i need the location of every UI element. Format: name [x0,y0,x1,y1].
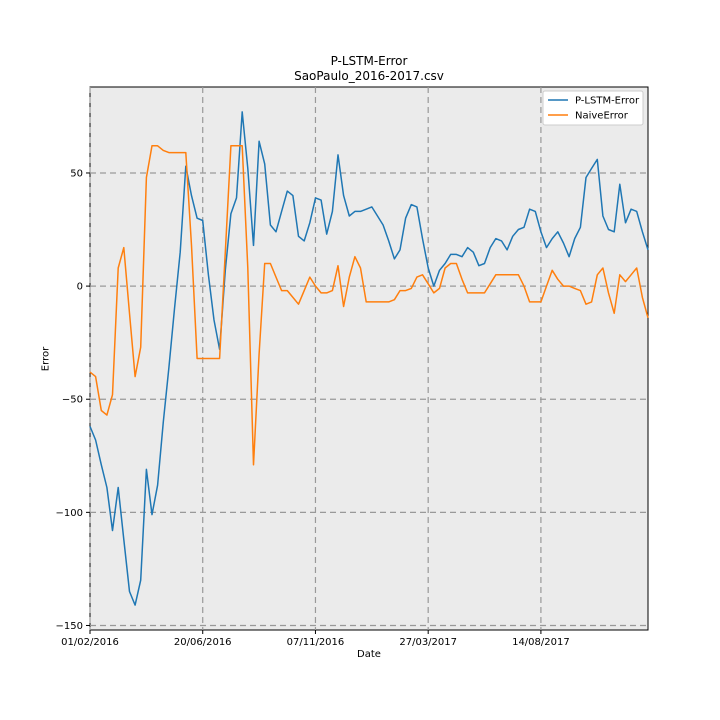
x-axis-label: Date [357,649,381,660]
y-tick-label: 50 [70,168,83,179]
legend-label: NaiveError [575,111,629,122]
y-tick-label: 0 [77,282,83,293]
y-tick-label: −150 [56,621,83,632]
series-line-naiveerror [89,145,649,466]
x-tick-label: 01/02/2016 [61,637,119,648]
legend-label: P-LSTM-Error [575,96,640,107]
chart-title: P-LSTM-Error [330,54,408,68]
chart-subtitle: SaoPaulo_2016-2017.csv [294,69,444,83]
axes-ticks: 50 0 −50 −100 −150 01/02/2016 20/06/2016 07/11/… [56,168,570,648]
x-tick-label: 07/11/2016 [287,637,345,648]
y-tick-label: −100 [56,508,83,519]
plot-background [89,86,649,631]
y-axis-label: Error [40,346,52,372]
grid-lines [89,87,648,630]
series-lines [89,111,649,606]
series-line-p-lstm-error [89,111,649,606]
y-tick-label: −50 [62,395,83,406]
x-tick-label: 14/08/2017 [512,637,570,648]
x-tick-label: 27/03/2017 [399,637,457,648]
x-tick-label: 20/06/2016 [174,637,232,648]
legend: P-LSTM-Error NaiveError [542,90,644,126]
